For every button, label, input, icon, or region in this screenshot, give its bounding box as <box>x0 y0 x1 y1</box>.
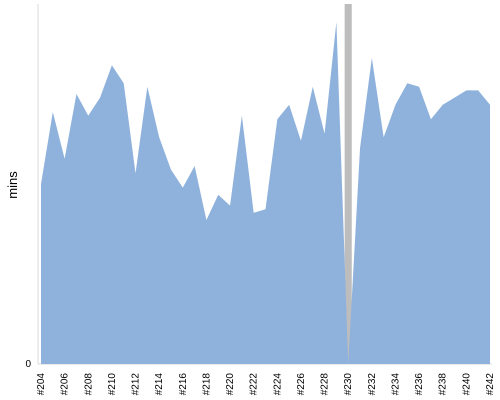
y-axis-label: mins <box>5 171 20 199</box>
x-tick-label-208: #208 <box>83 373 94 396</box>
x-tick-label-230: #230 <box>343 373 354 396</box>
x-tick-label-240: #240 <box>461 373 472 396</box>
x-tick-labels: #204 #206 #208 #210 #212 #214 #216 #218 #220 #222… <box>36 373 496 396</box>
x-tick-label-226: #226 <box>296 373 307 396</box>
x-tick-label-212: #212 <box>131 373 142 396</box>
x-tick-label-234: #234 <box>390 373 401 396</box>
area-series <box>41 22 490 364</box>
x-tick-label-210: #210 <box>107 373 118 396</box>
area-layer <box>41 4 490 364</box>
x-tick-label-238: #238 <box>438 373 449 396</box>
x-tick-label-228: #228 <box>320 373 331 396</box>
y-tick-label-0: 0 <box>25 359 31 370</box>
x-tick-label-220: #220 <box>225 373 236 396</box>
x-tick-label-232: #232 <box>367 373 378 396</box>
x-tick-label-236: #236 <box>414 373 425 396</box>
x-tick-label-216: #216 <box>178 373 189 396</box>
x-tick-label-222: #222 <box>249 373 260 396</box>
gap-band-230 <box>344 4 352 364</box>
x-tick-label-204: #204 <box>36 373 47 396</box>
x-tick-label-218: #218 <box>201 373 212 396</box>
x-tick-label-242: #242 <box>485 373 496 396</box>
x-tick-label-206: #206 <box>60 373 71 396</box>
x-tick-label-224: #224 <box>272 373 283 396</box>
x-tick-label-214: #214 <box>154 373 165 396</box>
